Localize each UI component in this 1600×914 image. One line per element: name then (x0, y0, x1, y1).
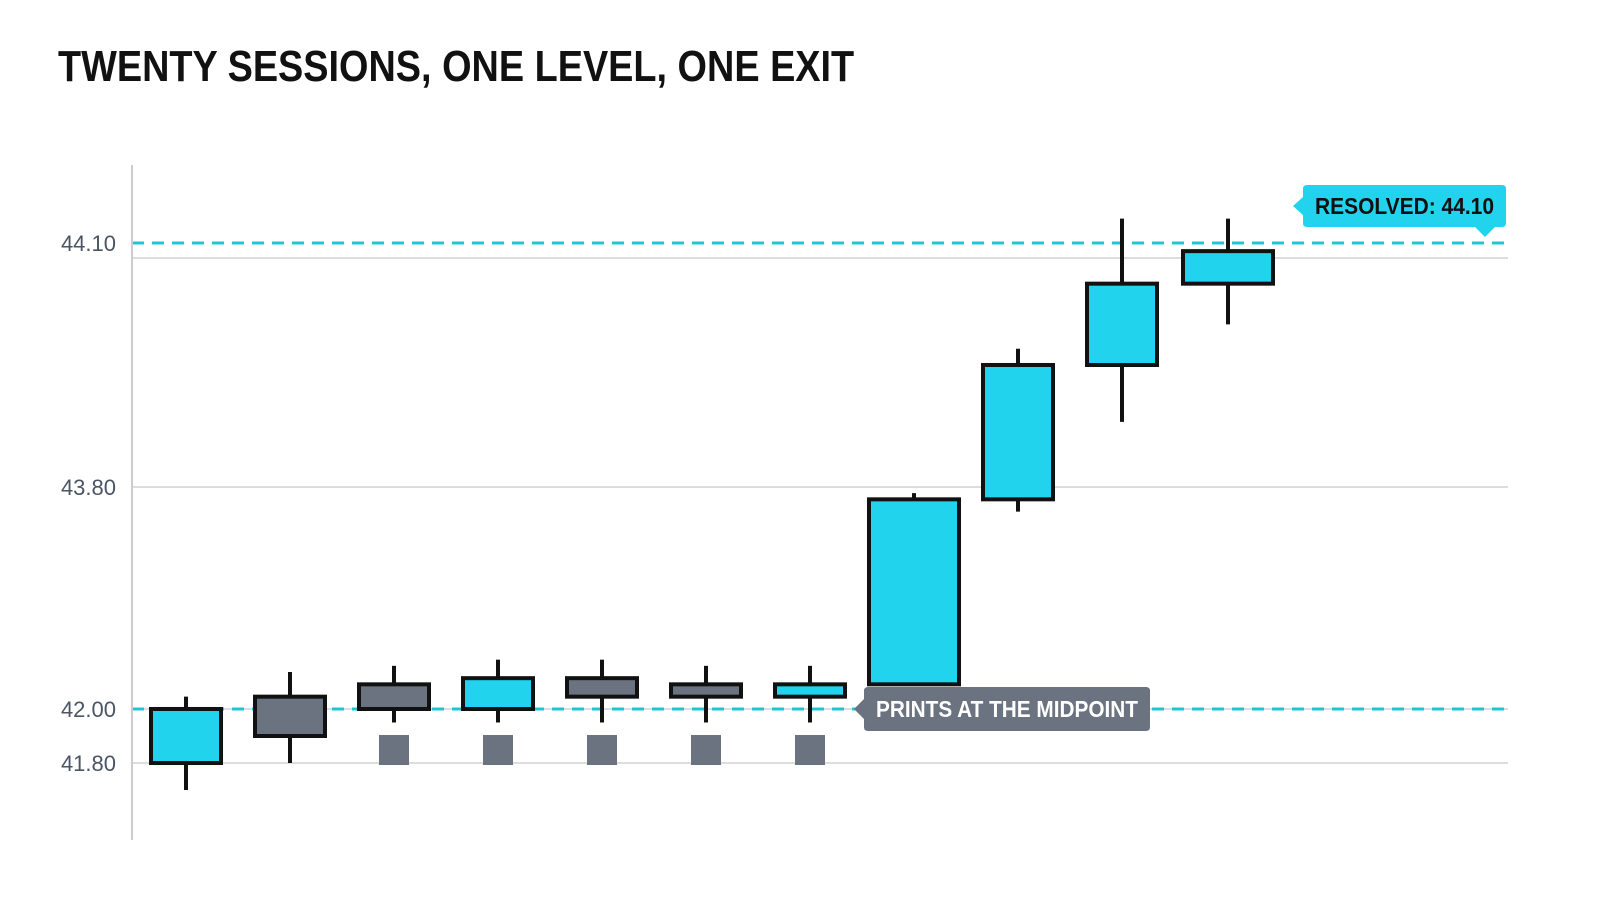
midpoint-marker-1 (483, 735, 513, 765)
candle-body (253, 694, 327, 739)
midpoint-callout: PRINTS AT THE MIDPOINT (854, 687, 1150, 731)
midpoint-marker-2 (587, 735, 617, 765)
candle-body (669, 682, 743, 699)
candle-body (981, 363, 1055, 502)
candle-1 (253, 672, 327, 763)
chart-title: TWENTY SESSIONS, ONE LEVEL, ONE EXIT (58, 42, 855, 91)
midpoint-markers (379, 735, 825, 765)
reference-levels (132, 241, 1508, 711)
candle-3 (461, 659, 535, 723)
candle-0 (149, 696, 223, 790)
candle-body (867, 497, 961, 687)
candle-body (565, 676, 639, 699)
resolved-callout-label: RESOLVED: 44.10 (1315, 193, 1494, 219)
candle-10 (1181, 218, 1275, 325)
candle-body (1085, 281, 1159, 367)
candle-body (149, 707, 223, 765)
candle-body (461, 676, 535, 712)
candle-7 (867, 493, 961, 687)
candle-8 (981, 348, 1055, 512)
candle-5 (669, 665, 743, 723)
y-axis-ticks: 41.80 42.00 43.80 44.10 (61, 231, 116, 776)
candle-body (357, 682, 431, 711)
y-tick-label-3: 44.10 (61, 231, 116, 256)
candle-6 (773, 665, 847, 723)
midpoint-callout-label: PRINTS AT THE MIDPOINT (876, 696, 1138, 722)
candle-body (1181, 249, 1275, 286)
callouts: PRINTS AT THE MIDPOINT RESOLVED: 44.10 (854, 185, 1506, 731)
resolved-callout: RESOLVED: 44.10 (1293, 185, 1506, 237)
y-tick-label-2: 43.80 (61, 475, 116, 500)
candle-2 (357, 665, 431, 723)
candle-9 (1085, 218, 1159, 422)
y-tick-label-0: 41.80 (61, 751, 116, 776)
candle-body (773, 682, 847, 699)
midpoint-marker-3 (691, 735, 721, 765)
midpoint-callout-box (854, 687, 1150, 731)
midpoint-marker-4 (795, 735, 825, 765)
candles (149, 218, 1275, 790)
midpoint-marker-0 (379, 735, 409, 765)
resolved-callout-box (1293, 185, 1506, 237)
y-tick-label-1: 42.00 (61, 697, 116, 722)
candle-4 (565, 659, 639, 723)
